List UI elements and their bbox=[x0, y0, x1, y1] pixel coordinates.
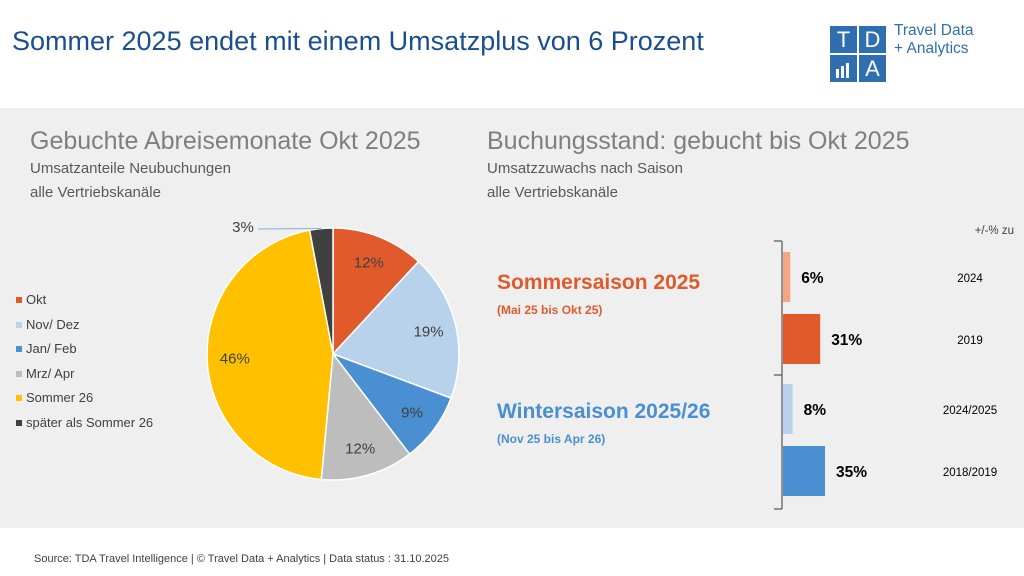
legend-swatch bbox=[16, 321, 22, 328]
legend-swatch bbox=[16, 419, 22, 426]
summer-season-range: (Mai 25 bis Okt 25) bbox=[497, 303, 603, 317]
bar-value-label: 8% bbox=[804, 402, 827, 419]
logo-letter-t: T bbox=[830, 26, 857, 53]
legend-item-spaeter: später als Sommer 26 bbox=[16, 415, 153, 440]
pie-data-label: 3% bbox=[232, 219, 254, 236]
header: Sommer 2025 endet mit einem Umsatzplus v… bbox=[0, 0, 1024, 108]
right-subtitle-1: Umsatzzuwachs nach Saison bbox=[487, 160, 683, 177]
page-title: Sommer 2025 endet mit einem Umsatzplus v… bbox=[12, 26, 704, 56]
logo-letter-d: D bbox=[859, 26, 886, 53]
bar-category-label: 2024 bbox=[957, 273, 983, 285]
legend-label: Jan/ Feb bbox=[26, 341, 77, 356]
legend-item-jan-feb: Jan/ Feb bbox=[16, 341, 153, 366]
legend-label: Sommer 26 bbox=[26, 390, 94, 405]
pie-data-label: 12% bbox=[354, 255, 384, 272]
bar-category-label: 2019 bbox=[957, 335, 983, 347]
legend-item-sommer-26: Sommer 26 bbox=[16, 390, 153, 415]
winter-season-range: (Nov 25 bis Apr 26) bbox=[497, 432, 606, 446]
pie-slice-sommer-26 bbox=[206, 229, 334, 481]
pie-slice-mrz-apr bbox=[320, 352, 411, 481]
right-section-title: Buchungsstand: gebucht bis Okt 2025 bbox=[487, 127, 910, 155]
pie-slice-okt bbox=[332, 227, 420, 356]
legend-label: Mrz/ Apr bbox=[26, 365, 75, 381]
pie-data-label: 19% bbox=[414, 323, 444, 340]
legend-item-nov-dez: Nov/ Dez bbox=[16, 317, 153, 342]
legend-item-okt: Okt bbox=[16, 292, 153, 317]
left-subtitle-2: alle Vertriebskanäle bbox=[30, 184, 161, 201]
pie-data-label: 12% bbox=[345, 441, 375, 458]
content-panel bbox=[0, 108, 1024, 528]
legend-swatch bbox=[16, 395, 22, 401]
legend-label: Nov/ Dez bbox=[26, 316, 80, 332]
right-subtitle-2: alle Vertriebskanäle bbox=[487, 184, 618, 201]
tda-logo: T D A bbox=[830, 26, 886, 82]
legend-swatch bbox=[16, 297, 22, 303]
bar-category-label: 2024/2025 bbox=[943, 405, 997, 417]
left-section-title: Gebuchte Abreisemonate Okt 2025 bbox=[30, 127, 421, 155]
bar-2024-2025 bbox=[783, 384, 793, 434]
legend-swatch bbox=[16, 370, 22, 377]
left-subtitle-1: Umsatzanteile Neubuchungen bbox=[30, 160, 231, 177]
legend-label: später als Sommer 26 bbox=[26, 414, 154, 430]
pie-data-label: 9% bbox=[401, 405, 423, 422]
bar-2024 bbox=[783, 252, 791, 302]
logo-text: Travel Data + Analytics bbox=[894, 22, 974, 58]
legend-label: Okt bbox=[26, 292, 47, 307]
bar-value-label: 6% bbox=[801, 270, 824, 287]
winter-season-title: Wintersaison 2025/26 bbox=[497, 400, 711, 423]
bar-2018-2019 bbox=[783, 446, 825, 496]
pie-legend: Okt Nov/ Dez Jan/ Feb Mrz/ Apr Sommer 26… bbox=[16, 292, 153, 439]
bar-value-label: 31% bbox=[831, 332, 862, 349]
bar-chart-icon bbox=[830, 55, 857, 82]
footer-source: Source: TDA Travel Intelligence | © Trav… bbox=[34, 553, 450, 565]
pie-slice-nov-dez bbox=[331, 260, 460, 400]
bar-category-label: 2018/2019 bbox=[943, 467, 997, 479]
legend-swatch bbox=[16, 346, 22, 352]
legend-item-mrz-apr: Mrz/ Apr bbox=[16, 366, 153, 391]
pie-data-label: 46% bbox=[220, 351, 250, 368]
logo-line-1: Travel Data bbox=[894, 22, 974, 39]
bar-value-label: 35% bbox=[836, 464, 867, 481]
summer-season-title: Sommersaison 2025 bbox=[497, 271, 701, 294]
logo-letter-a: A bbox=[859, 55, 886, 82]
bar-2019 bbox=[783, 314, 821, 364]
bar-column-header: +/-% zu bbox=[975, 225, 1014, 237]
logo-line-2: + Analytics bbox=[894, 40, 969, 57]
